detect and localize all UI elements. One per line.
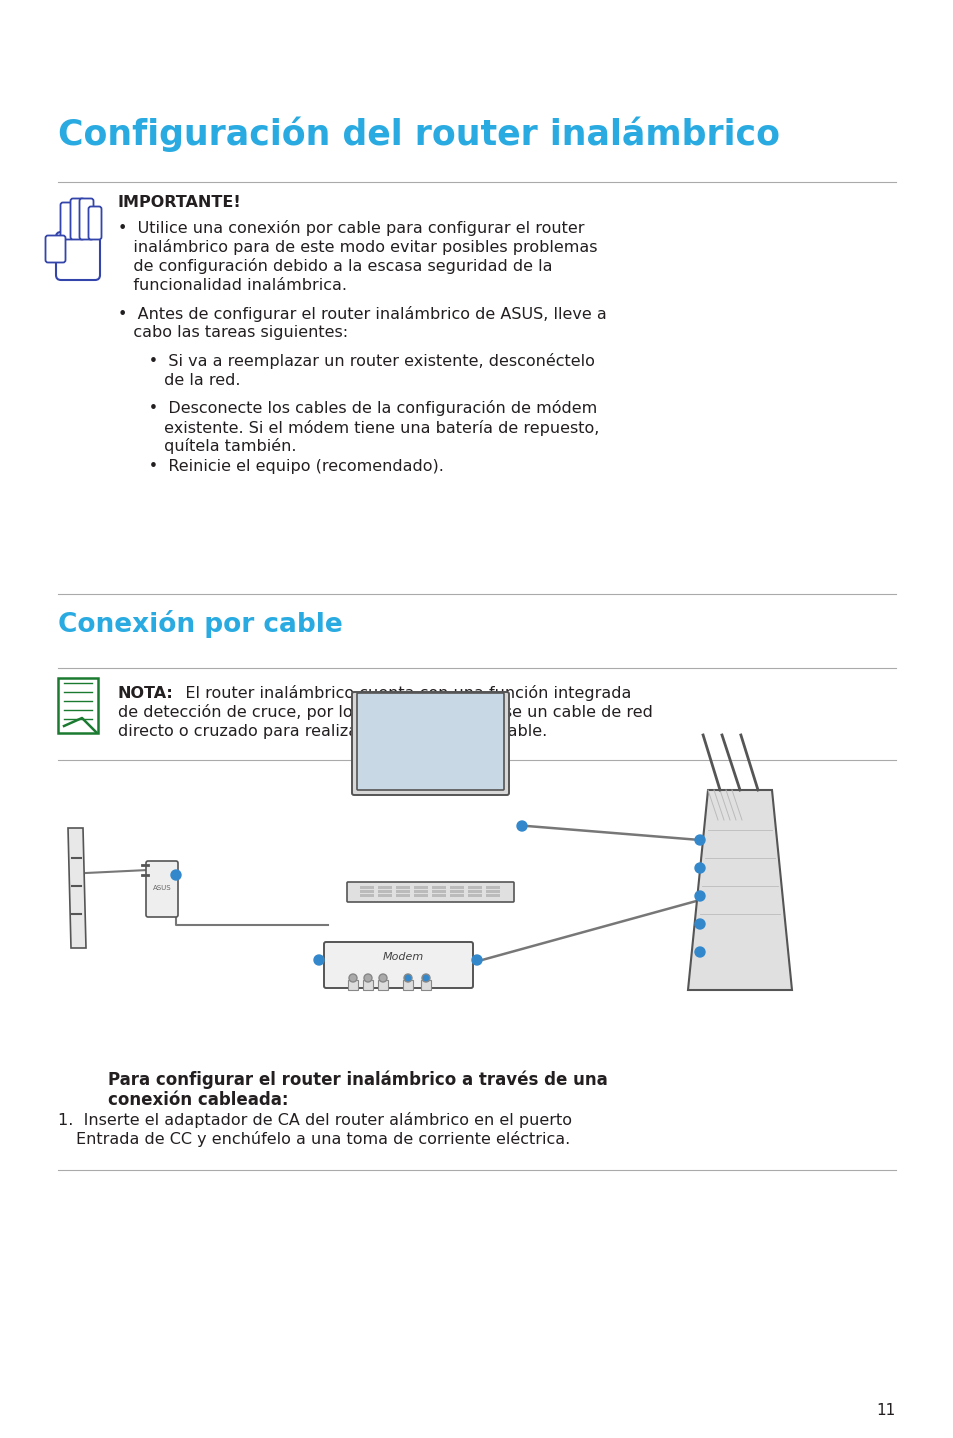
Text: de detección de cruce, por lo que puede utilizarse un cable de red: de detección de cruce, por lo que puede … [118, 705, 652, 720]
Circle shape [695, 892, 704, 902]
Polygon shape [68, 828, 86, 948]
Bar [395, 890, 410, 893]
Bar [420, 981, 431, 989]
Circle shape [349, 974, 356, 982]
Circle shape [314, 955, 324, 965]
Text: ASUS: ASUS [152, 884, 172, 892]
Text: NOTA:: NOTA: [118, 686, 173, 700]
Bar [377, 890, 392, 893]
Bar [348, 981, 357, 989]
Text: •  Reinicie el equipo (recomendado).: • Reinicie el equipo (recomendado). [118, 459, 443, 473]
Text: inalámbrico para de este modo evitar posibles problemas: inalámbrico para de este modo evitar pos… [118, 239, 597, 255]
Circle shape [472, 955, 481, 965]
FancyBboxPatch shape [89, 207, 101, 240]
Text: Modem: Modem [382, 952, 423, 962]
Bar [363, 981, 373, 989]
Bar [468, 890, 481, 893]
Bar [395, 894, 410, 897]
Bar [402, 981, 413, 989]
Text: •  Antes de configurar el router inalámbrico de ASUS, lleve a: • Antes de configurar el router inalámbr… [118, 305, 606, 322]
FancyBboxPatch shape [60, 203, 73, 240]
FancyBboxPatch shape [79, 198, 93, 240]
Text: quítela también.: quítela también. [118, 439, 296, 454]
Text: Configuración del router inalámbrico: Configuración del router inalámbrico [58, 116, 780, 152]
Bar [432, 890, 446, 893]
Text: •  Utilice una conexión por cable para configurar el router: • Utilice una conexión por cable para co… [118, 220, 584, 236]
Circle shape [421, 974, 430, 982]
FancyBboxPatch shape [58, 677, 98, 733]
Bar [377, 894, 392, 897]
Polygon shape [687, 789, 791, 989]
Text: funcionalidad inalámbrica.: funcionalidad inalámbrica. [118, 278, 347, 293]
FancyBboxPatch shape [71, 198, 85, 240]
Text: existente. Si el módem tiene una batería de repuesto,: existente. Si el módem tiene una batería… [118, 420, 598, 436]
Text: de configuración debido a la escasa seguridad de la: de configuración debido a la escasa segu… [118, 257, 552, 275]
Text: Conexión por cable: Conexión por cable [58, 610, 342, 638]
Text: •  Si va a reemplazar un router existente, desconéctelo: • Si va a reemplazar un router existente… [118, 352, 595, 370]
Bar [414, 894, 428, 897]
Bar [485, 886, 499, 889]
Bar [414, 890, 428, 893]
FancyBboxPatch shape [347, 881, 514, 902]
Bar [450, 894, 463, 897]
Bar [432, 894, 446, 897]
FancyBboxPatch shape [46, 236, 66, 263]
Text: conexión cableada:: conexión cableada: [108, 1091, 288, 1109]
Bar [395, 886, 410, 889]
Text: El router inalámbrico cuenta con una función integrada: El router inalámbrico cuenta con una fun… [170, 684, 631, 700]
FancyBboxPatch shape [356, 693, 503, 789]
Circle shape [378, 974, 387, 982]
Text: •  Desconecte los cables de la configuración de módem: • Desconecte los cables de la configurac… [118, 401, 597, 417]
Circle shape [695, 919, 704, 929]
Text: de la red.: de la red. [118, 372, 240, 388]
Circle shape [364, 974, 372, 982]
Circle shape [695, 863, 704, 873]
Text: Entrada de CC y enchúfelo a una toma de corriente eléctrica.: Entrada de CC y enchúfelo a una toma de … [76, 1132, 570, 1148]
Bar [432, 886, 446, 889]
Bar [377, 981, 388, 989]
Circle shape [403, 974, 412, 982]
FancyBboxPatch shape [56, 232, 100, 280]
Text: Para configurar el router inalámbrico a través de una: Para configurar el router inalámbrico a … [108, 1070, 607, 1089]
Text: directo o cruzado para realizar la conexión por cable.: directo o cruzado para realizar la conex… [118, 723, 547, 739]
Bar [414, 886, 428, 889]
Circle shape [517, 821, 526, 831]
Text: cabo las tareas siguientes:: cabo las tareas siguientes: [118, 325, 348, 341]
Bar [377, 886, 392, 889]
Bar [468, 894, 481, 897]
Text: 1.  Inserte el adaptador de CA del router alámbrico en el puerto: 1. Inserte el adaptador de CA del router… [58, 1112, 572, 1127]
Bar [359, 886, 374, 889]
Circle shape [695, 948, 704, 958]
Bar [485, 890, 499, 893]
Circle shape [695, 835, 704, 846]
FancyBboxPatch shape [146, 861, 178, 917]
Text: 11: 11 [876, 1403, 895, 1418]
Bar [468, 886, 481, 889]
Bar [485, 894, 499, 897]
FancyBboxPatch shape [324, 942, 473, 988]
FancyBboxPatch shape [352, 692, 509, 795]
Bar [359, 890, 374, 893]
Bar [450, 890, 463, 893]
Text: IMPORTANTE!: IMPORTANTE! [118, 196, 241, 210]
Circle shape [171, 870, 181, 880]
Bar [450, 886, 463, 889]
Bar [359, 894, 374, 897]
